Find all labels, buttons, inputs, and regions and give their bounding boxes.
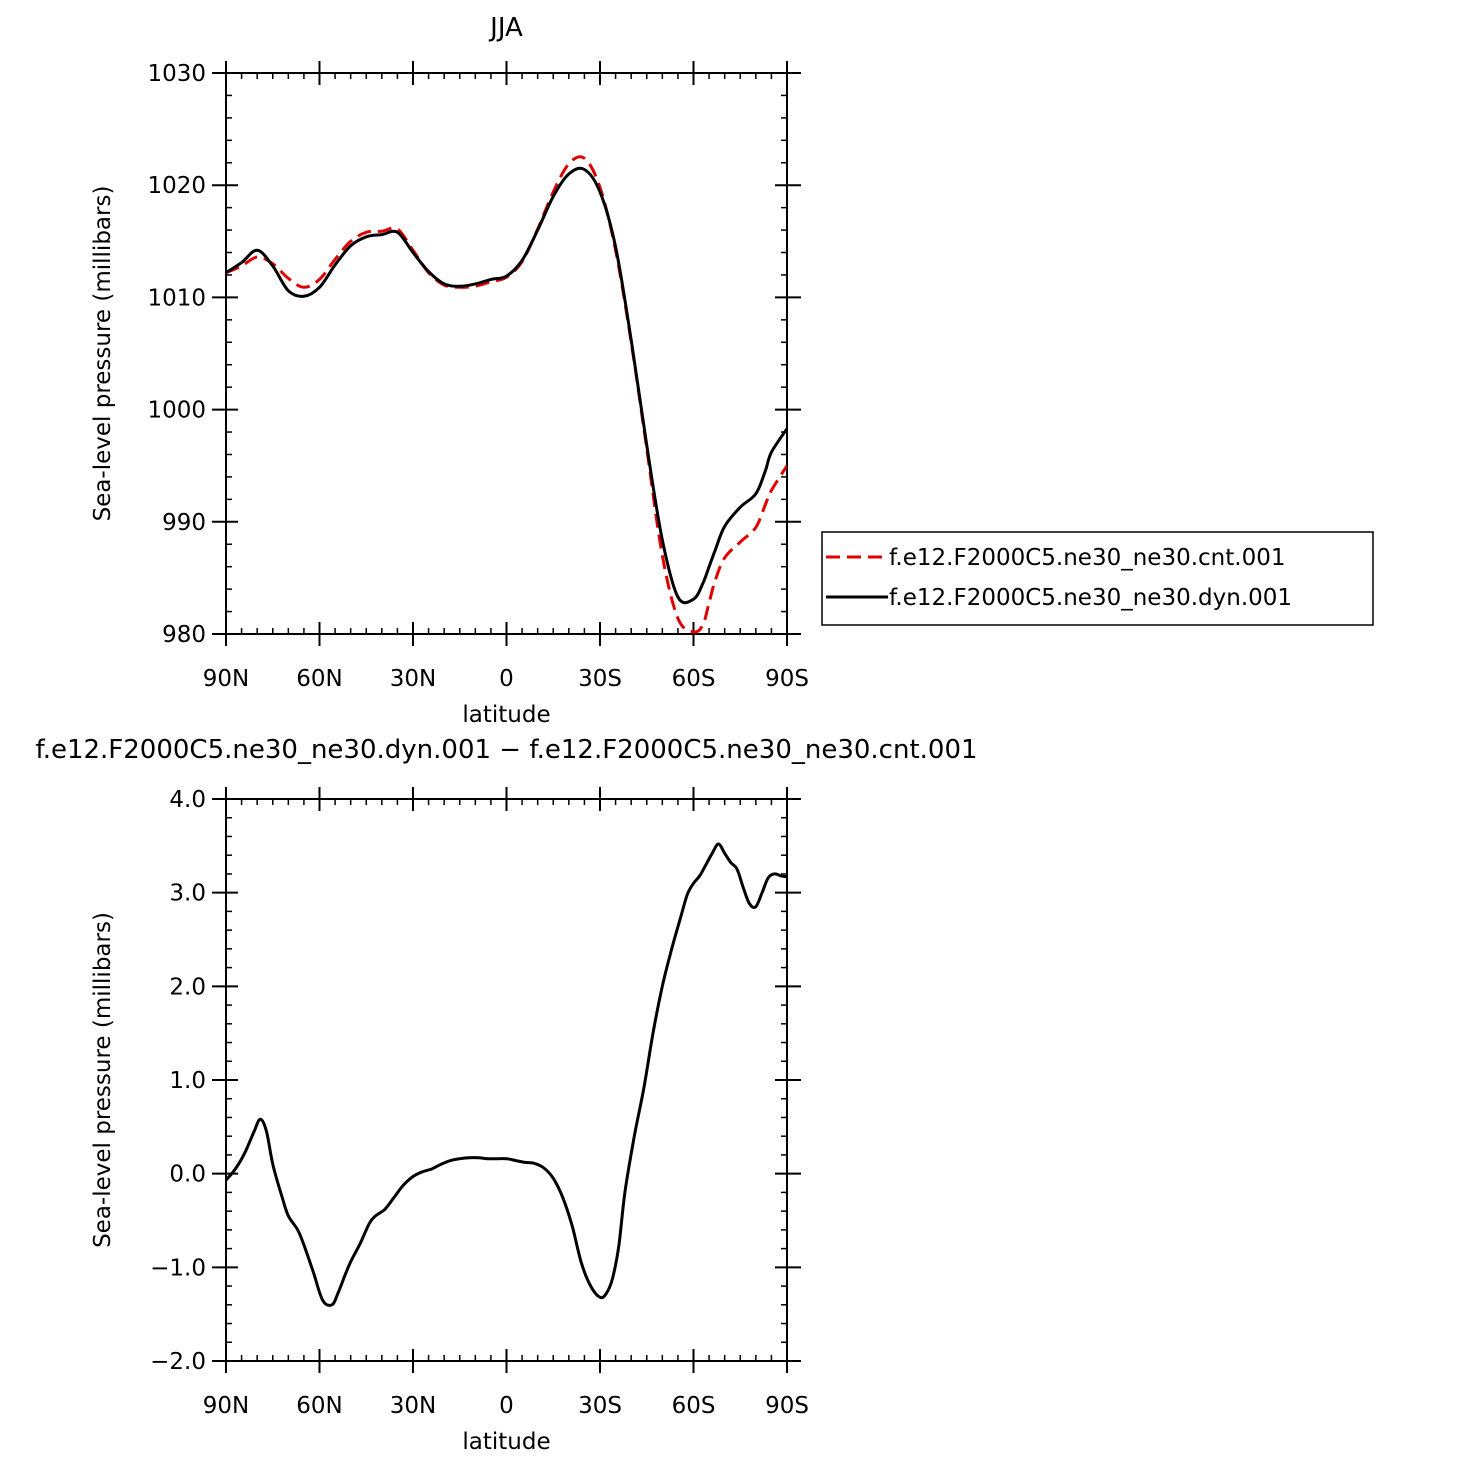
- plot-frame: [225, 72, 788, 635]
- x-tick-label: 90N: [203, 1393, 249, 1419]
- legend-entry-cnt: f.e12.F2000C5.ne30_ne30.cnt.001: [889, 545, 1285, 571]
- legend: f.e12.F2000C5.ne30_ne30.cnt.001 f.e12.F20…: [821, 531, 1374, 626]
- y-tick-label: 3.0: [169, 881, 206, 907]
- y-axis-label: Sea-level pressure (millibars): [90, 186, 116, 522]
- x-tick-label: 90S: [765, 1393, 809, 1419]
- x-tick-label: 30N: [390, 1393, 436, 1419]
- x-tick-label: 60S: [672, 666, 716, 692]
- plot-frame: [225, 798, 788, 1362]
- panel-1: JJA 90N 60N 30N 0 30S 60S 90S 980 990 1000 1010 1020…: [90, 13, 1374, 728]
- x-tick-label: 0: [499, 1393, 514, 1419]
- y-tick-label: 0.0: [169, 1162, 206, 1188]
- legend-entry-dyn: f.e12.F2000C5.ne30_ne30.dyn.001: [889, 585, 1292, 611]
- x-tick-label: 60N: [296, 1393, 342, 1419]
- x-tick-label: 60N: [296, 666, 342, 692]
- panel-2: f.e12.F2000C5.ne30_ne30.dyn.001 − f.e12.…: [35, 735, 977, 1455]
- series-line-cnt-panel-1: [226, 155, 787, 634]
- series-line-dyn-panel-2: [226, 842, 787, 1307]
- x-axis-label: latitude: [462, 702, 550, 728]
- y-tick-label: −2.0: [150, 1349, 206, 1375]
- chart-title: JJA: [488, 13, 523, 43]
- y-tick-label: 1.0: [169, 1068, 206, 1094]
- series-line-dyn-panel-1: [226, 166, 787, 605]
- legend-box: [821, 531, 1374, 626]
- x-tick-label: 30S: [578, 1393, 622, 1419]
- y-tick-label: 990: [162, 510, 206, 536]
- x-axis-label: latitude: [462, 1429, 550, 1455]
- x-tick-label: 60S: [672, 1393, 716, 1419]
- x-tick-label: 90N: [203, 666, 249, 692]
- y-tick-label: −1.0: [150, 1255, 206, 1281]
- y-tick-label: 4.0: [169, 787, 206, 813]
- y-tick-label: 980: [162, 622, 206, 648]
- y-tick-label: 1030: [147, 61, 206, 87]
- y-tick-label: 1000: [147, 398, 206, 424]
- x-tick-label: 30N: [390, 666, 436, 692]
- x-tick-label: 90S: [765, 666, 809, 692]
- y-tick-label: 1010: [147, 285, 206, 311]
- y-tick-label: 1020: [147, 173, 206, 199]
- y-tick-label: 2.0: [169, 974, 206, 1000]
- y-axis-label: Sea-level pressure (millibars): [90, 912, 116, 1248]
- x-tick-label: 30S: [578, 666, 622, 692]
- x-tick-label: 0: [499, 666, 514, 692]
- chart-title: f.e12.F2000C5.ne30_ne30.dyn.001 − f.e12.…: [35, 735, 977, 765]
